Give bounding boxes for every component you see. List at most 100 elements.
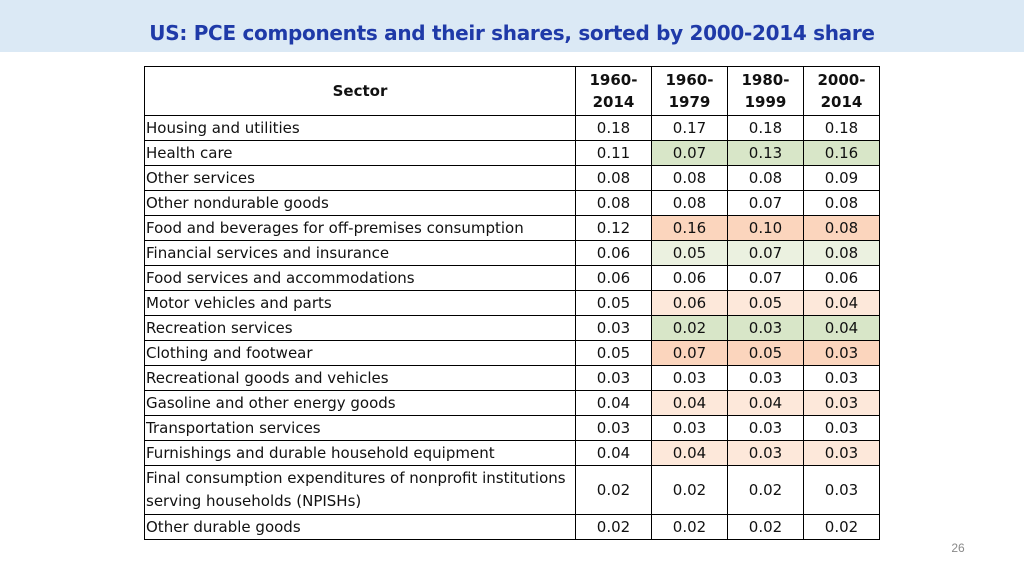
sector-name-cell: Other nondurable goods [144, 190, 576, 216]
share-value-cell: 0.16 [803, 140, 880, 166]
slide-title: US: PCE components and their shares, sor… [149, 21, 875, 45]
period-header-line2: 1979 [668, 93, 711, 111]
share-value-cell: 0.05 [727, 340, 804, 366]
share-value-cell: 0.06 [651, 290, 728, 316]
share-value-cell: 0.08 [803, 190, 880, 216]
sector-name-cell: Final consumption expenditures of nonpro… [144, 465, 576, 515]
sector-name-cell: Other services [144, 165, 576, 191]
share-value-cell: 0.08 [575, 190, 652, 216]
share-value-cell: 0.18 [575, 115, 652, 141]
share-value-cell: 0.03 [575, 365, 652, 391]
share-value-cell: 0.02 [727, 514, 804, 540]
table-row: Health care 0.11 0.07 0.13 0.16 [144, 140, 880, 166]
table-row: Other durable goods 0.02 0.02 0.02 0.02 [144, 514, 880, 540]
share-value-cell: 0.03 [575, 315, 652, 341]
table-header-row: Sector 1960- 2014 1960- 1979 1980- 1999 … [144, 66, 880, 116]
sector-name-cell: Motor vehicles and parts [144, 290, 576, 316]
share-value-cell: 0.05 [575, 290, 652, 316]
share-value-cell: 0.08 [803, 215, 880, 241]
share-value-cell: 0.02 [575, 465, 652, 515]
share-value-cell: 0.06 [803, 265, 880, 291]
period-header-1980-1999: 1980- 1999 [727, 66, 804, 116]
share-value-cell: 0.18 [727, 115, 804, 141]
sector-name-cell: Gasoline and other energy goods [144, 390, 576, 416]
share-value-cell: 0.04 [651, 440, 728, 466]
sector-name-cell: Health care [144, 140, 576, 166]
period-header-1960-1979: 1960- 1979 [651, 66, 728, 116]
share-value-cell: 0.03 [575, 415, 652, 441]
share-value-cell: 0.03 [803, 465, 880, 515]
share-value-cell: 0.03 [651, 365, 728, 391]
table-row: Housing and utilities 0.18 0.17 0.18 0.18 [144, 115, 880, 141]
sector-name-cell: Housing and utilities [144, 115, 576, 141]
period-header-line2: 2014 [592, 93, 635, 111]
sector-name-cell: Recreational goods and vehicles [144, 365, 576, 391]
period-header-1960-2014: 1960- 2014 [575, 66, 652, 116]
sector-column-header: Sector [144, 66, 576, 116]
share-value-cell: 0.02 [651, 465, 728, 515]
share-value-cell: 0.03 [727, 440, 804, 466]
pce-shares-table: Sector 1960- 2014 1960- 1979 1980- 1999 … [144, 66, 880, 540]
period-header-line1: 1960- [665, 71, 714, 89]
share-value-cell: 0.06 [575, 240, 652, 266]
sector-name-cell: Furnishings and durable household equipm… [144, 440, 576, 466]
period-header-line1: 1960- [589, 71, 638, 89]
table-row: Food and beverages for off-premises cons… [144, 215, 880, 241]
share-value-cell: 0.09 [803, 165, 880, 191]
share-value-cell: 0.03 [803, 415, 880, 441]
share-value-cell: 0.06 [651, 265, 728, 291]
table-row: Furnishings and durable household equipm… [144, 440, 880, 466]
share-value-cell: 0.05 [575, 340, 652, 366]
sector-name-cell: Recreation services [144, 315, 576, 341]
table-row: Final consumption expenditures of nonpro… [144, 465, 880, 515]
table-row: Motor vehicles and parts 0.05 0.06 0.05 0.04 [144, 290, 880, 316]
page-number: 26 [951, 541, 965, 555]
share-value-cell: 0.03 [803, 440, 880, 466]
period-header-2000-2014: 2000- 2014 [803, 66, 880, 116]
share-value-cell: 0.07 [727, 265, 804, 291]
period-header-line1: 1980- [741, 71, 790, 89]
share-value-cell: 0.02 [651, 315, 728, 341]
share-value-cell: 0.03 [803, 340, 880, 366]
share-value-cell: 0.03 [803, 365, 880, 391]
sector-name-cell: Food services and accommodations [144, 265, 576, 291]
table-row: Gasoline and other energy goods 0.04 0.04 0… [144, 390, 880, 416]
share-value-cell: 0.03 [727, 315, 804, 341]
share-value-cell: 0.04 [651, 390, 728, 416]
table-row: Recreation services 0.03 0.02 0.03 0.04 [144, 315, 880, 341]
share-value-cell: 0.07 [651, 140, 728, 166]
share-value-cell: 0.05 [727, 290, 804, 316]
share-value-cell: 0.06 [575, 265, 652, 291]
share-value-cell: 0.02 [651, 514, 728, 540]
sector-name-cell: Financial services and insurance [144, 240, 576, 266]
share-value-cell: 0.07 [727, 240, 804, 266]
share-value-cell: 0.02 [727, 465, 804, 515]
title-bar [0, 0, 1024, 52]
share-value-cell: 0.08 [651, 165, 728, 191]
share-value-cell: 0.03 [727, 415, 804, 441]
share-value-cell: 0.04 [803, 315, 880, 341]
share-value-cell: 0.17 [651, 115, 728, 141]
share-value-cell: 0.04 [727, 390, 804, 416]
share-value-cell: 0.02 [575, 514, 652, 540]
share-value-cell: 0.03 [803, 390, 880, 416]
share-value-cell: 0.07 [651, 340, 728, 366]
table-body: Housing and utilities 0.18 0.17 0.18 0.18 Hea… [144, 115, 880, 540]
table-row: Recreational goods and vehicles 0.03 0.03 0… [144, 365, 880, 391]
share-value-cell: 0.04 [575, 440, 652, 466]
share-value-cell: 0.16 [651, 215, 728, 241]
table-row: Financial services and insurance 0.06 0.05… [144, 240, 880, 266]
sector-name-cell: Other durable goods [144, 514, 576, 540]
table-row: Other services 0.08 0.08 0.08 0.09 [144, 165, 880, 191]
share-value-cell: 0.08 [727, 165, 804, 191]
share-value-cell: 0.04 [575, 390, 652, 416]
table-row: Clothing and footwear 0.05 0.07 0.05 0.03 [144, 340, 880, 366]
sector-name-cell: Transportation services [144, 415, 576, 441]
share-value-cell: 0.08 [651, 190, 728, 216]
period-header-line2: 1999 [744, 93, 787, 111]
share-value-cell: 0.08 [803, 240, 880, 266]
share-value-cell: 0.11 [575, 140, 652, 166]
sector-name-cell: Clothing and footwear [144, 340, 576, 366]
table-row: Transportation services 0.03 0.03 0.03 0.03 [144, 415, 880, 441]
sector-name-cell: Food and beverages for off-premises cons… [144, 215, 576, 241]
